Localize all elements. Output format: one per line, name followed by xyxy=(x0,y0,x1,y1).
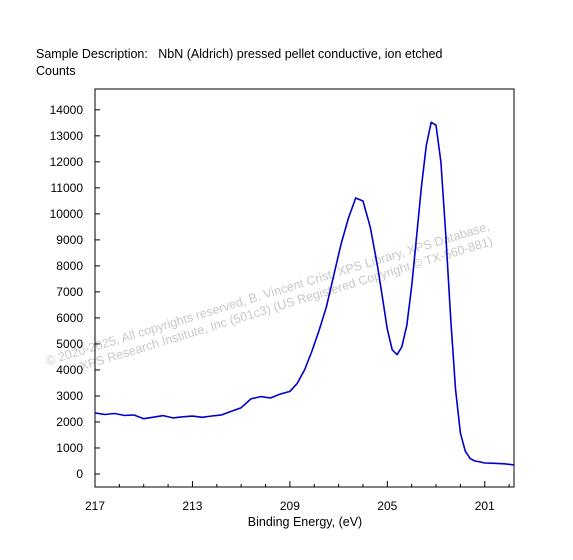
x-axis-title: Binding Energy, (eV) xyxy=(247,515,363,529)
sample-description: Sample Description: NbN (Aldrich) presse… xyxy=(36,47,443,61)
y-tick-label: 3000 xyxy=(56,389,83,403)
y-axis-title: Counts xyxy=(36,64,76,78)
copyright-watermark: © 2020-2025, All copyrights reserved, B.… xyxy=(44,219,494,373)
x-axis: 217 213 209 205 201 xyxy=(85,481,510,513)
spectrum-line xyxy=(94,121,515,466)
x-tick-label: 201 xyxy=(475,499,495,513)
y-tick-label: 7000 xyxy=(56,285,83,299)
y-tick-label: 2000 xyxy=(56,415,83,429)
y-axis: 0 1000 2000 3000 4000 5000 6000 7000 8000 9000 100… xyxy=(50,103,100,481)
watermark-line-1: © 2020-2025, All copyrights reserved, B.… xyxy=(44,219,491,368)
x-tick-label: 205 xyxy=(377,499,397,513)
y-tick-label: 8000 xyxy=(56,259,83,273)
x-tick-label: 217 xyxy=(85,499,105,513)
y-tick-label: 10000 xyxy=(50,207,84,221)
y-tick-label: 6000 xyxy=(56,311,83,325)
x-tick-label: 213 xyxy=(182,499,202,513)
watermark-line-2: XPS Research Institute, Inc (501c3) (US … xyxy=(78,234,494,373)
x-tick-label: 209 xyxy=(280,499,300,513)
y-tick-label: 11000 xyxy=(51,181,84,195)
y-tick-label: 14000 xyxy=(50,103,84,117)
y-tick-label: 0 xyxy=(76,467,83,481)
y-tick-label: 9000 xyxy=(56,233,83,247)
y-tick-label: 5000 xyxy=(56,337,83,351)
y-tick-label: 13000 xyxy=(50,129,84,143)
y-tick-label: 1000 xyxy=(56,441,83,455)
y-tick-label: 12000 xyxy=(50,155,84,169)
plot-frame xyxy=(94,88,515,488)
y-tick-label: 4000 xyxy=(56,363,83,377)
